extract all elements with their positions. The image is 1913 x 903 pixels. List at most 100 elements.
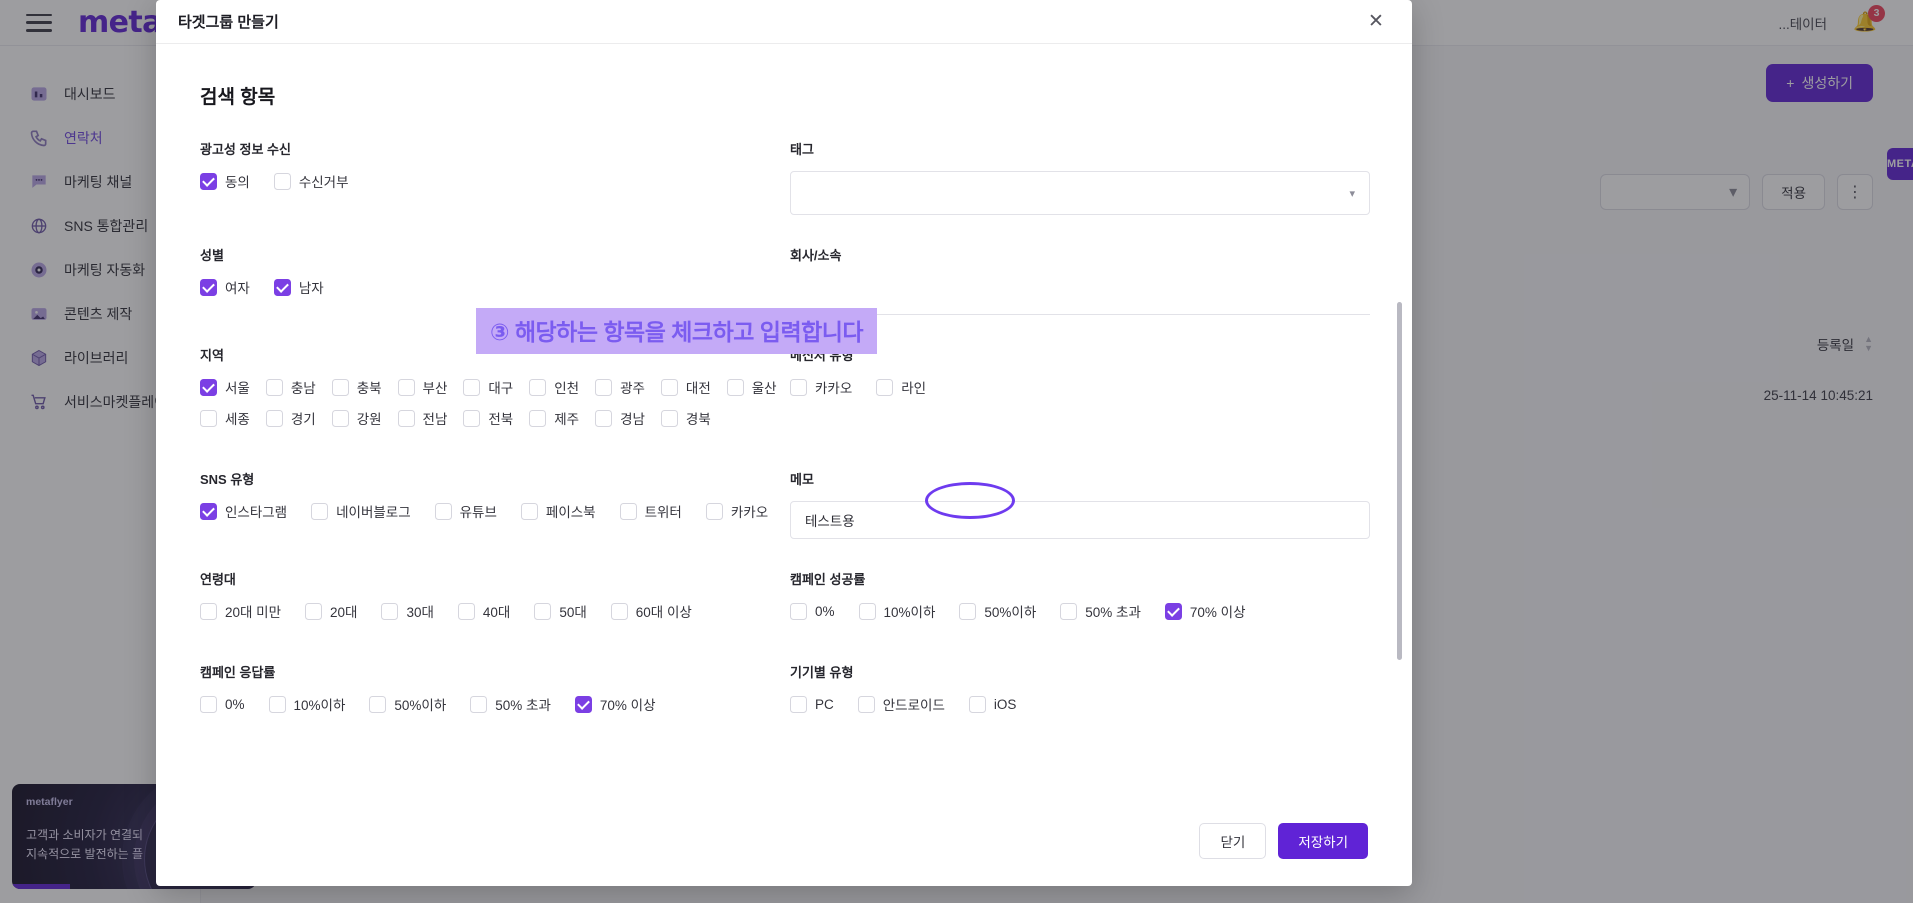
meta-side-tab-label: META [1887,158,1913,170]
checkbox-box [397,409,415,427]
checkbox-region-11[interactable]: 강원 [331,408,382,428]
checkbox-box [529,378,547,396]
checkbox-region-12[interactable]: 전남 [397,408,447,428]
checkbox-box [1164,602,1182,620]
checkbox-label: 50%이하 [394,698,447,713]
field-label: SNS 유형 [200,472,255,487]
checkbox-sns-facebook[interactable]: 페이스북 [520,501,596,521]
field-memo: 메모 테스트용 [790,469,1370,539]
checkbox-region-8[interactable]: 울산 [726,377,777,397]
checkbox-region-16[interactable]: 경북 [660,408,711,428]
field-ad-consent: 광고성 정보 수신 동의 수신거부 [200,139,790,215]
checkbox-age-1[interactable]: 20대 [305,601,357,621]
checkbox-region-2[interactable]: 충북 [331,377,382,397]
checkbox-ad-consent-agree[interactable]: 동의 [200,171,250,191]
sidebar-item-label: 라이브러리 [64,350,129,366]
checkbox-response-1[interactable]: 10%이하 [268,694,345,714]
checkbox-label: 대전 [685,381,711,396]
create-button[interactable]: + 생성하기 [1766,64,1873,102]
sidebar-item-contacts[interactable]: 연락처 [0,116,200,160]
close-button[interactable]: 닫기 [1199,823,1267,859]
checkbox-success-3[interactable]: 50% 초과 [1060,601,1141,621]
checkbox-success-2[interactable]: 50%이하 [959,601,1036,621]
checkbox-sns-kakao[interactable]: 카카오 [705,501,768,521]
sidebar-item-label: 마케팅 채널 [64,174,133,190]
checkbox-region-3[interactable]: 부산 [397,377,447,397]
checkbox-box [520,502,538,520]
checkbox-messenger-kakao[interactable]: 카카오 [790,377,852,397]
sidebar-item-label: 서비스마켓플레이스 [64,394,180,410]
more-vertical-icon[interactable]: ⋮ [1837,174,1873,210]
checkbox-region-6[interactable]: 광주 [595,377,645,397]
checkbox-label: 동의 [225,175,250,190]
checkbox-age-3[interactable]: 40대 [457,601,510,621]
sidebar-item-library[interactable]: 라이브러리 [0,336,200,380]
checkbox-success-4[interactable]: 70% 이상 [1164,601,1246,621]
tag-select[interactable]: ▾ [790,171,1370,215]
checkbox-region-15[interactable]: 경남 [595,408,645,428]
checkbox-box [470,695,488,713]
checkbox-age-0[interactable]: 20대 미만 [200,601,281,621]
checkbox-region-13[interactable]: 전북 [463,408,513,428]
checkbox-label: 남자 [298,281,324,296]
modal-scrollbar[interactable] [1397,302,1402,660]
checkbox-region-4[interactable]: 대구 [463,377,513,397]
checkbox-ad-consent-reject[interactable]: 수신거부 [273,171,349,191]
sidebar-item-service-marketplace[interactable]: 서비스마켓플레이스 [0,380,200,424]
sidebar-item-dashboard[interactable]: 대시보드 [0,72,200,116]
checkbox-sns-youtube[interactable]: 유튜브 [434,501,497,521]
checkbox-label: 네이버블로그 [336,505,411,520]
checkbox-success-0[interactable]: 0% [790,602,835,620]
checkbox-device-android[interactable]: 안드로이드 [857,694,945,714]
checkbox-box [265,378,283,396]
memo-input-value: 테스트용 [805,514,855,529]
checkbox-label: 70% 이상 [599,698,656,713]
checkbox-group-device: PC 안드로이드 iOS [790,694,1370,725]
checkbox-response-2[interactable]: 50%이하 [369,694,446,714]
sidebar-item-marketing-channel[interactable]: 마케팅 채널 [0,160,200,204]
checkbox-response-4[interactable]: 70% 이상 [574,694,656,714]
field-sns: SNS 유형 인스타그램 네이버블로그 유튜브 페이스북 트위터 카카오 [200,469,790,539]
memo-input[interactable]: 테스트용 [790,501,1370,539]
filter-select[interactable]: ▾ [1600,174,1751,210]
checkbox-device-ios[interactable]: iOS [968,695,1016,713]
sort-icon[interactable]: ▲ ▼ [1864,334,1873,353]
checkbox-region-9[interactable]: 세종 [200,408,250,428]
checkbox-label: 60대 이상 [635,605,692,620]
checkbox-age-2[interactable]: 30대 [381,601,434,621]
notification-bell[interactable]: 🔔 3 [1853,4,1885,36]
save-button[interactable]: 저장하기 [1278,823,1368,859]
hamburger-icon[interactable] [26,13,52,32]
checkbox-label: 전북 [488,412,514,427]
checkbox-label: 충남 [290,381,316,396]
checkbox-age-5[interactable]: 60대 이상 [610,601,692,621]
checkbox-messenger-line[interactable]: 라인 [876,377,926,397]
checkbox-success-1[interactable]: 10%이하 [858,601,935,621]
checkbox-group-region: 서울 충남 충북 부산 대구 인천 광주 대전 울산 세종 경기 강원 전남 전… [200,377,777,439]
checkbox-sns-instagram[interactable]: 인스타그램 [200,501,287,521]
sidebar-item-sns[interactable]: SNS 통합관리 [0,204,200,248]
checkbox-sns-naverblog[interactable]: 네이버블로그 [311,501,411,521]
apply-button[interactable]: 적용 [1762,174,1825,210]
phone-icon [28,127,50,149]
field-label: 메모 [790,472,814,487]
checkbox-gender-male[interactable]: 남자 [273,277,324,297]
top-bar-link[interactable]: ...테이터 [1778,16,1827,32]
meta-side-tab[interactable]: META [1887,148,1913,180]
checkbox-response-3[interactable]: 50% 초과 [470,694,551,714]
checkbox-region-10[interactable]: 경기 [265,408,316,428]
checkbox-region-1[interactable]: 충남 [265,377,316,397]
close-icon[interactable]: ✕ [1368,11,1384,32]
checkbox-device-pc[interactable]: PC [790,695,834,713]
checkbox-region-0[interactable]: 서울 [200,377,250,397]
checkbox-response-0[interactable]: 0% [200,695,245,713]
checkbox-label: 세종 [225,412,250,427]
company-input[interactable] [790,277,1370,315]
checkbox-gender-female[interactable]: 여자 [200,277,250,297]
checkbox-sns-twitter[interactable]: 트위터 [619,501,682,521]
checkbox-age-4[interactable]: 50대 [534,601,587,621]
checkbox-region-5[interactable]: 인천 [529,377,579,397]
checkbox-region-7[interactable]: 대전 [660,377,711,397]
checkbox-region-14[interactable]: 제주 [529,408,579,428]
sidebar-item-content-production[interactable]: 콘텐츠 제작 [0,292,200,336]
